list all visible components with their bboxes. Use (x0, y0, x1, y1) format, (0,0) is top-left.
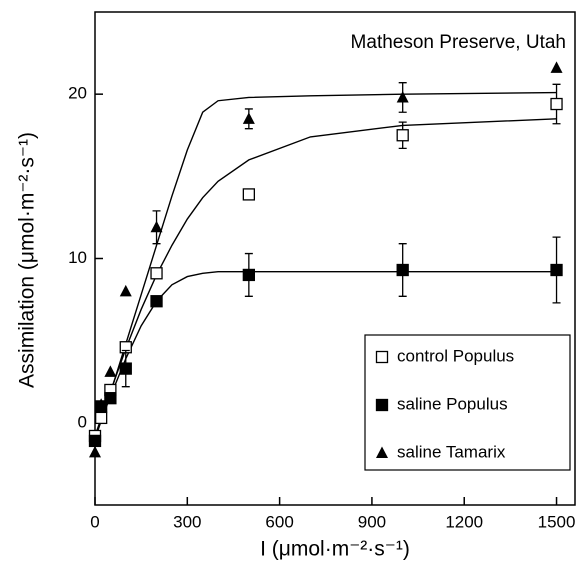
x-tick-label: 600 (265, 512, 293, 531)
y-tick-label: 10 (68, 248, 87, 267)
data-point (150, 267, 163, 280)
data-point (396, 129, 409, 142)
x-tick-label: 1500 (538, 512, 576, 531)
legend-marker (375, 398, 389, 412)
legend-label: saline Tamarix (397, 442, 506, 461)
data-point (89, 445, 101, 458)
x-tick-label: 900 (358, 512, 386, 531)
data-point (550, 263, 563, 277)
data-point (396, 90, 409, 103)
data-point (119, 362, 132, 375)
data-point (95, 398, 108, 410)
y-tick-label: 20 (68, 84, 87, 103)
legend-box (364, 334, 571, 471)
data-point (396, 263, 409, 277)
annotation: Matheson Preserve, Utah (351, 32, 566, 53)
data-point (104, 392, 117, 405)
x-tick-label: 300 (173, 512, 201, 531)
data-point (88, 434, 102, 448)
legend-marker (376, 446, 388, 458)
data-point (104, 365, 117, 377)
y-axis-label: Assimilation (μmol·m⁻²·s⁻¹) (16, 132, 39, 388)
legend-label: saline Populus (397, 394, 508, 413)
data-point (550, 61, 563, 73)
x-tick-label: 0 (90, 512, 99, 531)
data-point (150, 295, 163, 308)
legend-marker (375, 350, 389, 364)
data-point (242, 112, 255, 124)
data-point (242, 268, 255, 282)
data-point (95, 411, 108, 425)
data-point (150, 220, 163, 233)
data-point (550, 97, 563, 111)
legend-label: control Populus (397, 346, 514, 365)
x-tick-label: 1200 (445, 512, 483, 531)
x-axis-label: I (μmol·m⁻²·s⁻¹) (260, 538, 410, 561)
data-point (119, 284, 132, 297)
y-tick-label: 0 (78, 412, 87, 431)
data-point (242, 188, 255, 201)
